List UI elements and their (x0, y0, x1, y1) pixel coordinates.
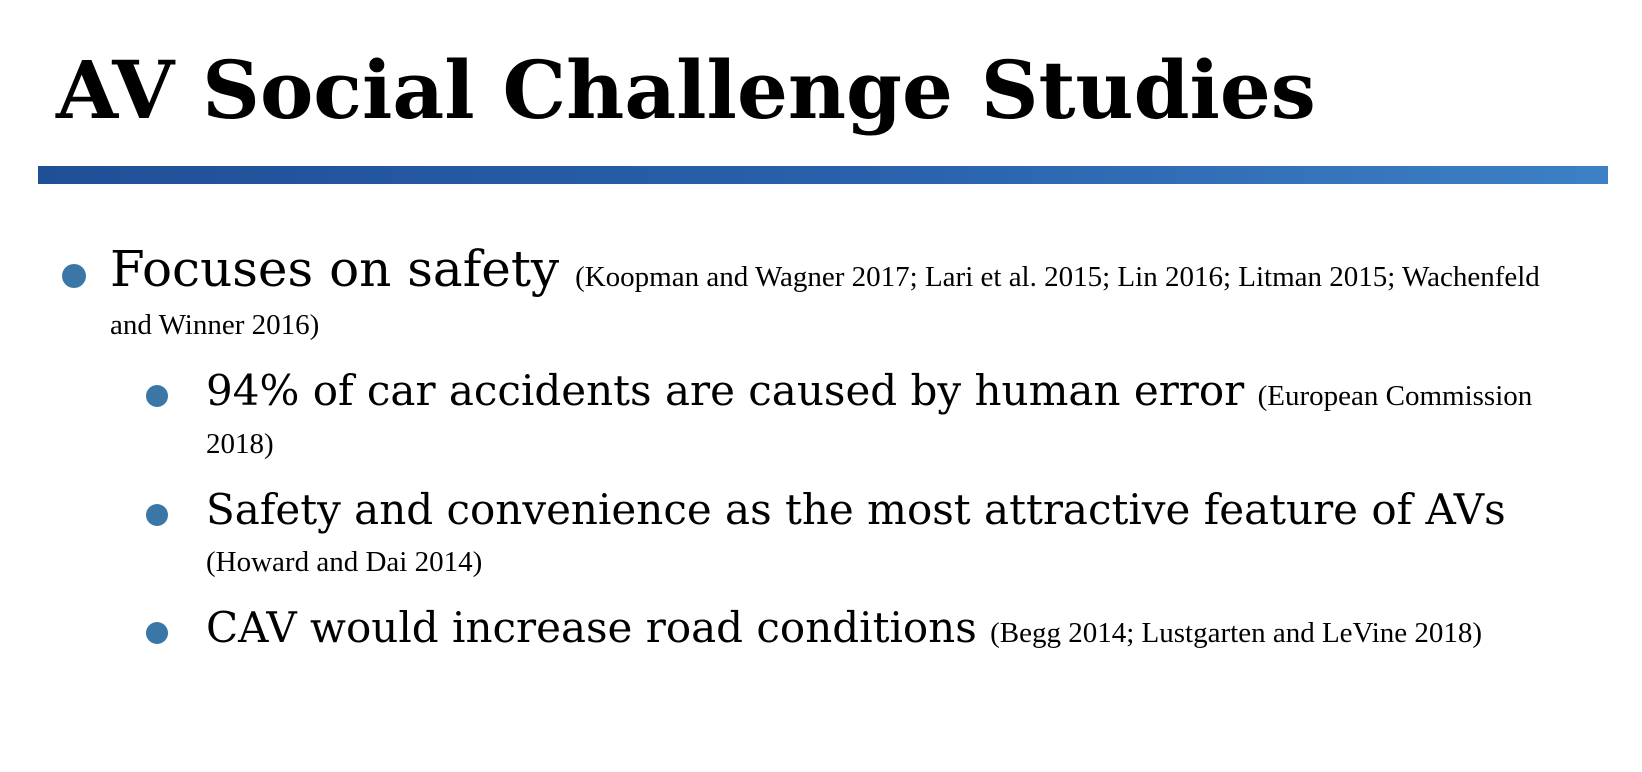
bullet-dot-icon (146, 385, 168, 407)
bullet-dot-icon (146, 622, 168, 644)
subbullet-citation: (Begg 2014; Lustgarten and LeVine 2018) (990, 617, 1483, 649)
bullet-list: Focuses on safety (Koopman and Wagner 20… (0, 238, 1642, 657)
slide-title: AV Social Challenge Studies (56, 43, 1316, 137)
subbullet-main-text: Safety and convenience as the most attra… (206, 485, 1506, 534)
subbullet-main-text: 94% of car accidents are caused by human… (206, 366, 1258, 415)
subbullet-text: CAV would increase road conditions (Begg… (206, 600, 1582, 657)
subbullet-citation: (Howard and Dai 2014) (206, 546, 483, 578)
bullet-text: Focuses on safety (Koopman and Wagner 20… (110, 238, 1562, 349)
bullet-item-safety: Focuses on safety (Koopman and Wagner 20… (0, 238, 1642, 349)
subbullet-citation: (European Commission 2018) (206, 380, 1533, 460)
subbullet-item-human-error: 94% of car accidents are caused by human… (0, 363, 1642, 468)
bullet-dot-icon (62, 264, 86, 288)
bullet-dot-icon (146, 504, 168, 526)
bullet-main-text: Focuses on safety (110, 240, 576, 298)
subbullet-item-safety-convenience: Safety and convenience as the most attra… (0, 482, 1642, 586)
subbullet-text: Safety and convenience as the most attra… (206, 482, 1582, 586)
title-divider (38, 166, 1608, 184)
subbullet-main-text: CAV would increase road conditions (206, 603, 991, 652)
bullet-citation: (Koopman and Wagner 2017; Lari et al. 20… (110, 261, 1540, 341)
subbullet-item-road-conditions: CAV would increase road conditions (Begg… (0, 600, 1642, 657)
subbullet-text: 94% of car accidents are caused by human… (206, 363, 1582, 468)
